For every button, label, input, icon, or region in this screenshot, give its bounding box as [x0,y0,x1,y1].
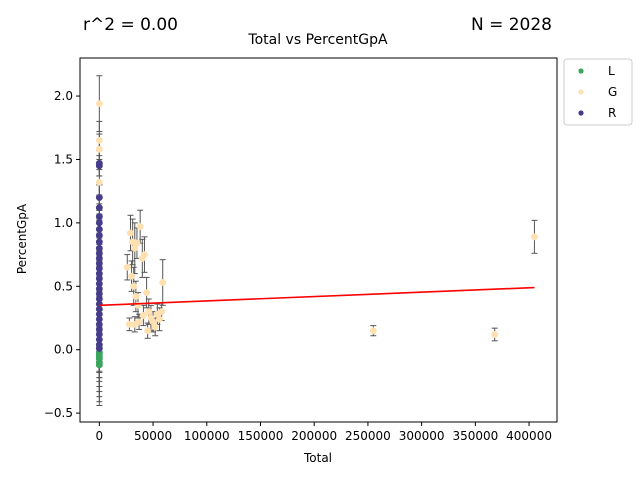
points-L [95,348,103,369]
plot-area: 0 50000 100000 150000 200000 250000 300000 3500… [44,57,558,443]
x-tick-label: 350000 [452,429,498,443]
data-point [156,315,163,323]
series-G [96,75,538,342]
y-tick-label: −0.5 [44,406,73,420]
data-point [95,145,103,153]
chart-title: Total vs PercentGpA [247,32,388,48]
data-point [139,312,147,319]
data-point [145,308,153,316]
data-point [158,308,166,316]
y-tick-label: 1.0 [54,216,73,230]
x-tick-label: 50000 [134,429,172,443]
data-point [159,279,167,286]
data-point [95,194,103,201]
x-tick-label: 250000 [345,429,391,443]
legend-marker-G [578,89,584,95]
data-point [127,229,134,237]
y-tick-label: 0.0 [54,343,73,357]
axes-frame [79,57,558,423]
x-tick-label: 400000 [506,429,552,443]
data-point [95,136,103,144]
data-point [95,178,103,186]
trend-line [99,286,535,307]
data-point [95,100,103,108]
data-point [132,292,140,300]
data-point [95,213,103,220]
data-point [95,238,103,246]
x-axis-label: Total [303,451,332,465]
data-point [128,272,136,280]
x-tick-label: 100000 [184,429,230,443]
legend-label-R: R [608,106,616,120]
legend: LGR [563,58,633,126]
data-point [530,233,538,241]
legend-label-G: G [608,85,617,99]
data-point [491,331,499,338]
x-tick-label: 150000 [238,429,284,443]
x-tick-label: 200000 [291,429,337,443]
y-tick-label: 0.5 [54,279,73,293]
data-point [95,225,103,233]
data-point [95,219,103,227]
x-tick-label: 300000 [399,429,445,443]
y-tick-label: 1.5 [54,152,73,166]
data-point [95,162,103,170]
y-tick-label: 2.0 [54,89,73,103]
data-point [369,327,377,335]
data-point [151,323,159,331]
points-R [95,159,103,352]
data-point [95,204,103,212]
data-point [130,282,138,290]
n-count-label: N = 2028 [471,15,552,35]
data-point [95,344,103,352]
legend-marker-R [578,110,584,116]
x-tick-label: 0 [96,429,104,443]
data-point [123,263,131,271]
legend-box [563,58,633,126]
y-axis-label: PercentGpA [15,203,29,274]
data-point [144,327,152,335]
points-G [95,100,538,338]
data-point [95,232,103,240]
data-point [133,239,141,247]
r-squared-label: r^2 = 0.00 [83,15,178,35]
data-point [143,289,151,297]
data-point [141,251,148,259]
legend-marker-L [578,68,584,74]
data-point [95,361,103,369]
data-point [135,318,143,326]
legend-label-L: L [608,64,615,78]
data-point [136,223,144,231]
